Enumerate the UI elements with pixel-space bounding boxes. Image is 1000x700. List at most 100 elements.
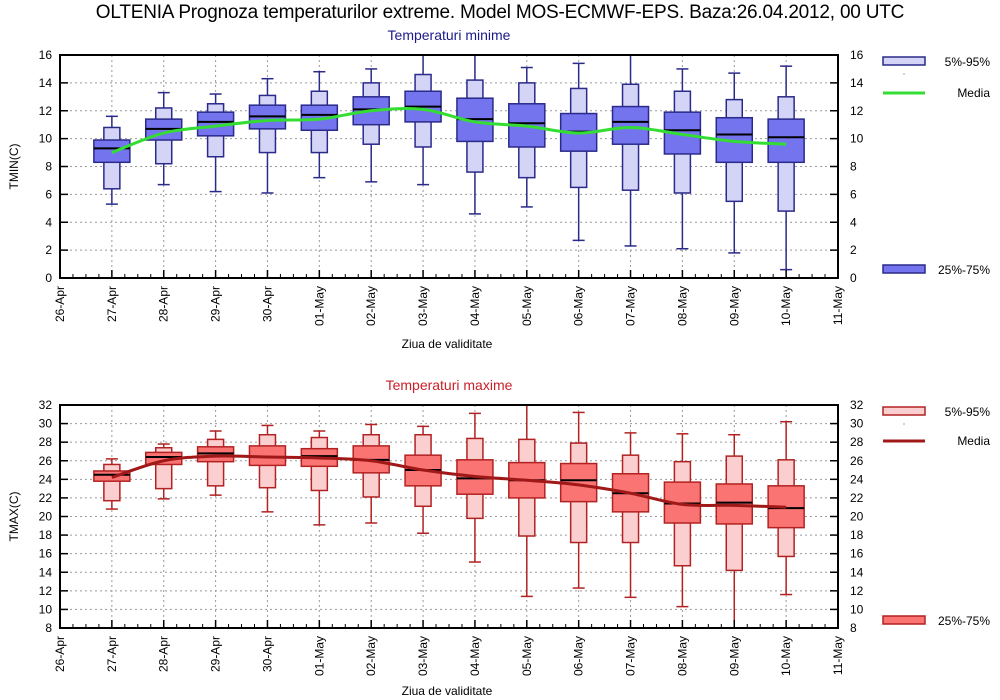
legend-dot bbox=[903, 423, 905, 425]
legend-label-5-95: 5%-95% bbox=[945, 405, 991, 419]
mean-line bbox=[111, 107, 787, 154]
y-axis-label: TMAX(C) bbox=[7, 492, 21, 542]
y-tick-label-right: 30 bbox=[850, 417, 864, 431]
x-tick-label: 10-May bbox=[779, 286, 793, 326]
box-01-May bbox=[300, 430, 339, 526]
y-tick-label-right: 10 bbox=[850, 602, 864, 616]
y-tick-label-left: 24 bbox=[39, 472, 53, 486]
x-tick-label: 04-May bbox=[468, 286, 482, 326]
y-tick-label-right: 14 bbox=[850, 565, 864, 579]
y-tick-label-left: 12 bbox=[39, 584, 53, 598]
legend-swatch-5-95 bbox=[882, 406, 926, 416]
x-tick-label: 09-May bbox=[727, 636, 741, 676]
box-10-May bbox=[767, 65, 805, 271]
x-tick-label: 08-May bbox=[675, 636, 689, 676]
box-06-May bbox=[559, 411, 598, 589]
y-tick-label-left: 14 bbox=[39, 565, 53, 579]
x-tick-label: 27-Apr bbox=[105, 286, 119, 322]
box-25-75 bbox=[767, 118, 805, 164]
y-tick-label-right: 26 bbox=[850, 454, 864, 468]
legend-dot bbox=[903, 73, 905, 75]
x-tick-label: 10-May bbox=[779, 636, 793, 676]
y-tick-label-left: 10 bbox=[39, 132, 53, 146]
y-tick-label-right: 18 bbox=[850, 528, 864, 542]
x-tick-label: 03-May bbox=[416, 286, 430, 326]
x-tick-label: 06-May bbox=[572, 286, 586, 326]
x-tick-label: 06-May bbox=[572, 636, 586, 676]
y-tick-label-left: 10 bbox=[39, 602, 53, 616]
y-tick-label-right: 20 bbox=[850, 510, 864, 524]
y-tick-label-right: 12 bbox=[850, 584, 864, 598]
y-tick-label-right: 12 bbox=[850, 104, 864, 118]
x-tick-label: 26-Apr bbox=[53, 286, 67, 322]
x-tick-label: 07-May bbox=[624, 636, 638, 676]
box-28-Apr bbox=[144, 443, 183, 500]
legend-label-5-95: 5%-95% bbox=[945, 55, 991, 69]
y-tick-label-right: 16 bbox=[850, 48, 864, 62]
box-29-Apr bbox=[196, 430, 235, 496]
box-02-May bbox=[352, 423, 390, 524]
y-tick-label-left: 26 bbox=[39, 454, 53, 468]
box-07-May bbox=[611, 432, 650, 599]
x-tick-label: 08-May bbox=[675, 286, 689, 326]
mean-line bbox=[111, 454, 787, 509]
x-tick-label: 27-Apr bbox=[105, 636, 119, 672]
x-tick-label: 01-May bbox=[312, 636, 326, 676]
y-tick-label-right: 16 bbox=[850, 547, 864, 561]
y-axis-label: TMIN(C) bbox=[7, 144, 21, 190]
legend-label-media: Media bbox=[957, 434, 990, 448]
y-tick-label-left: 16 bbox=[39, 48, 53, 62]
x-tick-label: 28-Apr bbox=[157, 636, 171, 672]
y-tick-label-left: 22 bbox=[39, 491, 53, 505]
legend-swatch-25-75 bbox=[882, 264, 926, 274]
y-tick-label-right: 32 bbox=[850, 398, 864, 412]
box-10-May bbox=[767, 420, 805, 596]
x-tick-label: 30-Apr bbox=[260, 636, 274, 672]
y-tick-label-left: 6 bbox=[45, 187, 52, 201]
x-tick-label: 29-Apr bbox=[209, 636, 223, 672]
y-tick-label-left: 16 bbox=[39, 547, 53, 561]
y-tick-label-left: 12 bbox=[39, 104, 53, 118]
x-tick-label: 11-May bbox=[831, 636, 845, 675]
panel-title: Temperaturi minime bbox=[388, 27, 511, 43]
y-tick-label-left: 14 bbox=[39, 76, 53, 90]
y-tick-label-left: 20 bbox=[39, 510, 53, 524]
y-tick-label-right: 22 bbox=[850, 491, 864, 505]
legend-label-25-75: 25%-75% bbox=[938, 263, 990, 277]
x-tick-label: 05-May bbox=[520, 636, 534, 676]
x-tick-label: 02-May bbox=[364, 286, 378, 326]
x-tick-label: 09-May bbox=[727, 286, 741, 326]
box-03-May bbox=[404, 54, 442, 186]
y-tick-label-right: 8 bbox=[850, 621, 857, 635]
box-5-95 bbox=[103, 463, 121, 502]
y-tick-label-right: 8 bbox=[850, 160, 857, 174]
box-30-Apr bbox=[248, 77, 287, 194]
x-tick-label: 03-May bbox=[416, 636, 430, 676]
legend-label-25-75: 25%-75% bbox=[938, 614, 990, 628]
y-tick-label-left: 32 bbox=[39, 398, 53, 412]
y-tick-label-right: 2 bbox=[850, 243, 857, 257]
box-08-May bbox=[663, 433, 702, 608]
box-30-Apr bbox=[248, 424, 287, 513]
x-tick-label: 29-Apr bbox=[209, 286, 223, 322]
y-tick-label-left: 18 bbox=[39, 528, 53, 542]
y-tick-label-left: 2 bbox=[45, 243, 52, 257]
x-tick-label: 01-May bbox=[312, 286, 326, 326]
y-tick-label-left: 8 bbox=[45, 621, 52, 635]
box-28-Apr bbox=[144, 91, 183, 186]
box-04-May bbox=[456, 412, 494, 563]
legend: 5%-95% Media 25%-75% bbox=[882, 405, 991, 628]
y-tick-label-right: 28 bbox=[850, 435, 864, 449]
y-tick-label-left: 4 bbox=[45, 215, 52, 229]
legend-swatch-25-75 bbox=[882, 615, 926, 625]
x-axis-label: Ziua de validitate bbox=[402, 337, 493, 351]
y-tick-label-left: 8 bbox=[45, 160, 52, 174]
y-tick-label-right: 24 bbox=[850, 472, 864, 486]
x-tick-label: 07-May bbox=[624, 286, 638, 326]
y-tick-label-right: 10 bbox=[850, 132, 864, 146]
box-09-May bbox=[715, 433, 754, 629]
box-09-May bbox=[715, 72, 754, 254]
box-06-May bbox=[559, 62, 598, 242]
x-tick-label: 26-Apr bbox=[53, 636, 67, 672]
